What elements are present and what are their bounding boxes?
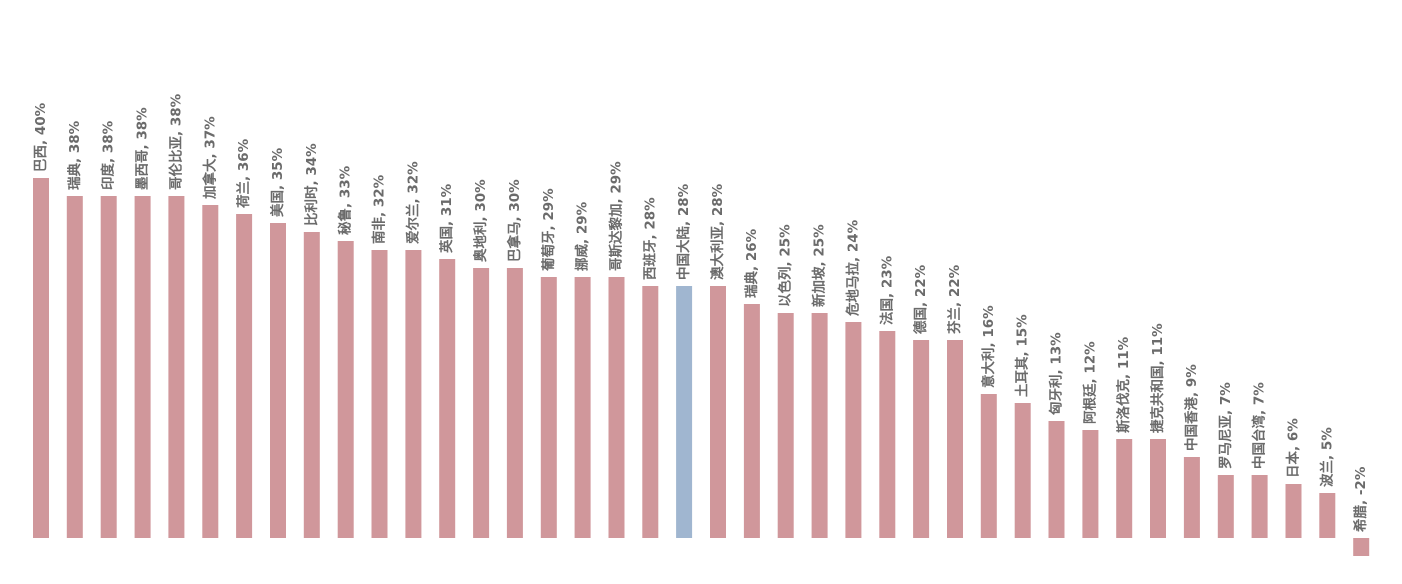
bar-label-33: 捷克共和国, 11% (1149, 323, 1166, 433)
bar-label-16: 挪威, 29% (574, 201, 591, 271)
bar-label-37: 日本, 6% (1285, 418, 1302, 478)
bar-34 (1183, 457, 1200, 538)
bar-20 (710, 286, 726, 538)
bar-17 (608, 277, 625, 538)
bar-21 (743, 304, 760, 538)
bar-label-35: 罗马尼亚, 7% (1218, 382, 1234, 469)
bar-label-15: 葡萄牙, 29% (540, 188, 557, 272)
bar-label-29: 土耳其, 15% (1014, 314, 1031, 397)
bar-1 (66, 196, 83, 538)
bar-label-19: 中国大陆, 28% (675, 183, 692, 280)
bar-22 (777, 313, 794, 538)
bar-label-4: 哥伦比亚, 38% (167, 93, 184, 190)
bar-7 (270, 223, 286, 538)
bar-25 (879, 331, 896, 538)
bar-label-23: 新加坡, 25% (811, 224, 828, 307)
bar-label-24: 危地马拉, 24% (844, 219, 861, 317)
bar-2 (100, 196, 117, 538)
bar-24 (845, 322, 862, 538)
bar-4 (168, 196, 185, 538)
bar-label-22: 以色列, 25% (777, 224, 794, 307)
bar-35 (1217, 475, 1234, 538)
labels-group: 巴西, 40% 瑞典, 38% 印度, 38% 墨西哥, 38% 哥伦比亚, 38% 加拿… (33, 93, 1369, 532)
bar-label-5: 加拿大, 37% (201, 116, 218, 200)
bar-label-20: 澳大利亚, 28% (709, 183, 726, 280)
bar-6 (236, 214, 253, 538)
bar-label-18: 西班牙, 28% (641, 197, 658, 280)
bar-23 (811, 313, 828, 538)
bar-label-12: 英国, 31% (438, 183, 455, 254)
bar-label-2: 印度, 38% (100, 120, 117, 190)
bar-29 (1014, 403, 1031, 538)
bar-15 (540, 277, 557, 538)
bar-11 (405, 250, 422, 538)
bar-18 (642, 286, 659, 538)
bar-label-32: 斯洛伐克, 11% (1115, 336, 1132, 433)
bar-28 (980, 394, 997, 538)
bar-label-14: 巴拿马, 30% (506, 179, 523, 262)
bar-16 (574, 277, 591, 538)
bar-27 (947, 340, 963, 538)
bar-label-1: 瑞典, 38% (66, 120, 83, 190)
bar-label-36: 中国台湾, 7% (1251, 382, 1268, 469)
bar-26 (913, 340, 930, 538)
bar-label-7: 美国, 35% (269, 147, 286, 217)
bar-36 (1251, 475, 1268, 538)
bar-label-21: 瑞典, 26% (743, 228, 760, 298)
bar-10 (371, 250, 388, 538)
bar-13 (473, 268, 490, 538)
bar-label-9: 秘鲁, 33% (337, 165, 354, 235)
bar-label-39: 希腊, -2% (1352, 466, 1369, 532)
bar-label-0: 巴西, 40% (33, 102, 49, 172)
bar-label-27: 芬兰, 22% (946, 264, 963, 335)
bar-label-8: 比利时, 34% (303, 143, 320, 226)
bar-label-38: 波兰, 5% (1318, 427, 1335, 487)
bar-label-25: 法国, 23% (878, 255, 895, 325)
bar-30 (1048, 421, 1065, 538)
bar-39 (1353, 538, 1370, 556)
bar-label-31: 阿根廷, 12% (1081, 341, 1098, 424)
bar-label-11: 爱尔兰, 32% (404, 161, 421, 244)
bar-label-26: 德国, 22% (912, 264, 929, 334)
bar-label-28: 意大利, 16% (980, 305, 997, 388)
bar-19 (676, 286, 693, 538)
bar-label-34: 中国香港, 9% (1183, 364, 1200, 451)
bar-37 (1285, 484, 1302, 538)
bar-33 (1150, 439, 1166, 538)
bars-group (33, 178, 1370, 556)
bar-label-3: 墨西哥, 38% (135, 107, 151, 190)
bar-9 (337, 241, 354, 538)
bar-38 (1319, 493, 1336, 538)
bar-label-6: 荷兰, 36% (235, 138, 252, 209)
bar-label-13: 奥地利, 30% (472, 179, 489, 262)
bar-3 (134, 196, 151, 538)
bar-12 (439, 259, 456, 538)
bar-label-30: 匈牙利, 13% (1048, 332, 1065, 415)
bar-8 (303, 232, 320, 538)
bar-32 (1116, 439, 1133, 538)
bar-14 (506, 268, 523, 538)
bar-5 (202, 205, 219, 538)
bar-label-10: 南非, 32% (371, 174, 388, 244)
bar-label-17: 哥斯达黎加, 29% (608, 161, 625, 271)
bar-0 (33, 178, 49, 538)
bar-31 (1082, 430, 1099, 538)
